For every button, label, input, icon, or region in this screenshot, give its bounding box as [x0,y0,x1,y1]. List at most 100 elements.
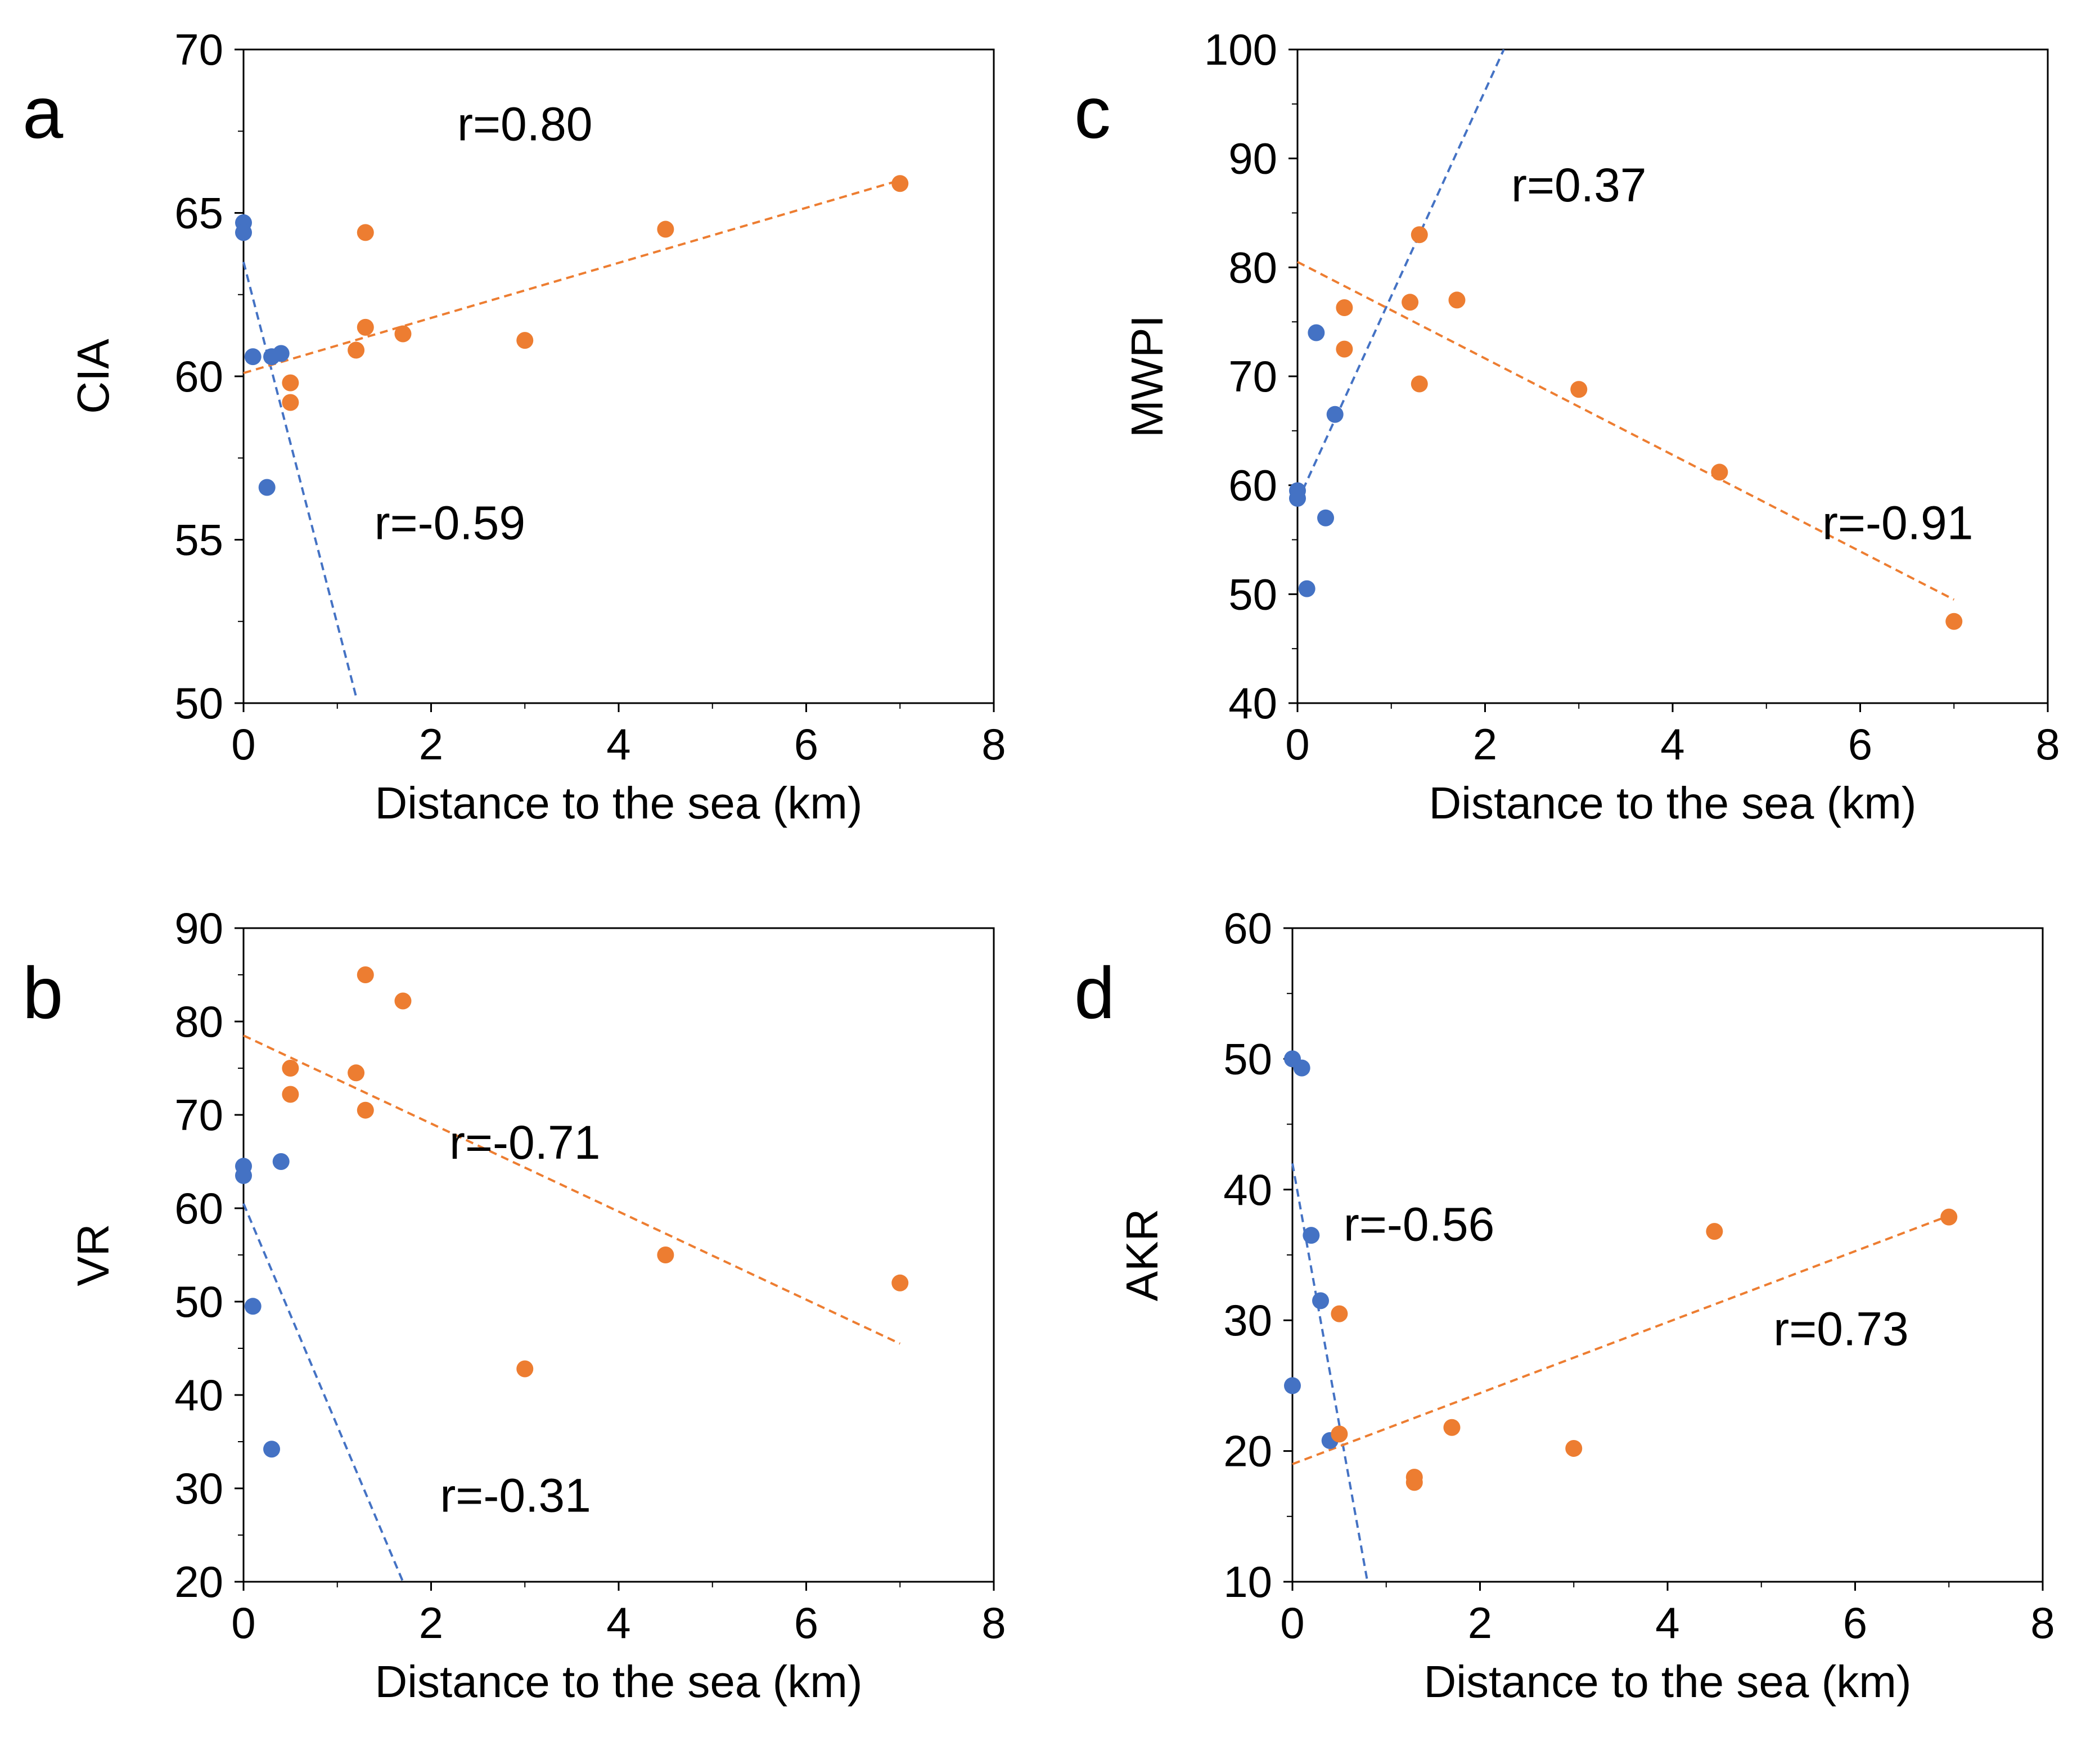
data-point-orange [357,966,374,983]
x-tick-label: 6 [1843,1598,1867,1648]
y-tick-label: 20 [1223,1426,1272,1476]
x-tick-label: 8 [981,1598,1006,1648]
x-axis-title: Distance to the sea (km) [1424,1657,1912,1707]
y-tick-label: 40 [174,1370,223,1420]
trendline-orange [1292,1214,1949,1465]
data-point-blue [235,1167,252,1184]
data-point-blue [1326,406,1344,423]
plot-frame [1291,927,2044,1583]
data-point-orange [1402,294,1419,311]
data-point-orange [516,332,534,349]
data-point-blue [235,224,252,241]
data-point-orange [657,1246,674,1263]
y-tick-label: 80 [174,997,223,1046]
x-tick-label: 8 [2035,719,2060,769]
y-tick-label: 70 [174,25,223,74]
data-point-orange [357,1101,374,1119]
correlation-label: r=-0.91 [1822,496,1974,549]
y-tick-label: 90 [1228,134,1277,183]
data-point-orange [1940,1208,1958,1226]
data-point-orange [282,1060,299,1077]
y-tick-label: 90 [174,903,223,953]
trendline-orange [243,179,900,375]
y-tick-label: 50 [174,678,223,728]
x-tick-label: 0 [231,1598,255,1648]
x-tick-label: 2 [1468,1598,1492,1648]
y-tick-label: 50 [1228,569,1277,619]
y-tick-label: 10 [1223,1557,1272,1606]
trendline-blue [242,262,358,697]
data-point-orange [282,1086,299,1103]
data-point-orange [1443,1419,1461,1436]
x-axis-title: Distance to the sea (km) [375,1657,863,1707]
x-tick-label: 4 [1660,719,1684,769]
data-point-blue [1289,489,1306,507]
y-tick-label: 65 [174,188,223,238]
data-point-orange [1331,1305,1348,1322]
data-point-blue [1317,509,1335,526]
data-point-blue [258,479,276,496]
x-tick-label: 2 [419,1598,443,1648]
y-tick-label: 60 [1228,461,1277,510]
x-tick-label: 4 [606,1598,630,1648]
y-tick-label: 30 [174,1464,223,1513]
data-point-orange [1565,1439,1583,1457]
data-point-orange [282,374,299,392]
correlation-label: r=0.37 [1511,159,1647,212]
y-tick-label: 100 [1204,25,1277,74]
data-point-blue [272,345,290,362]
y-tick-label: 30 [1223,1295,1272,1345]
x-tick-label: 4 [1655,1598,1679,1648]
y-tick-label: 40 [1228,678,1277,728]
y-tick-label: 60 [174,1184,223,1233]
plot-frame [242,48,995,704]
panel-letter: a [22,71,64,154]
data-point-orange [891,175,909,192]
y-tick-label: 20 [174,1557,223,1606]
data-point-blue [1303,1227,1320,1244]
data-point-blue [1298,580,1315,597]
trendline-blue [1296,49,1505,502]
data-point-orange [1336,340,1353,358]
data-point-orange [1945,613,1963,630]
x-tick-label: 6 [1848,719,1872,769]
data-point-orange [1711,464,1728,481]
x-tick-label: 0 [1285,719,1309,769]
data-point-orange [1570,381,1588,398]
panel-a: 0 2 4 6 8 50 55 60 65 70 Distance to the sea (km) C… [22,25,1006,828]
data-point-orange [282,394,299,411]
correlation-label: r=-0.56 [1344,1198,1495,1251]
data-point-blue [1308,324,1325,341]
y-tick-label: 60 [1223,903,1272,953]
correlation-label: r=0.80 [457,98,593,151]
trendline-orange [243,1034,901,1345]
panel-letter: d [1074,952,1115,1034]
data-point-orange [1336,299,1353,316]
panel-d: 0 2 4 6 8 10 20 30 40 50 60 Distance to the sea (km… [1074,903,2055,1707]
x-tick-label: 0 [1280,1598,1304,1648]
x-tick-label: 8 [981,719,1006,769]
correlation-label: r=-0.71 [449,1116,601,1169]
x-tick-label: 2 [1473,719,1497,769]
y-axis-title: MWPI [1122,315,1172,438]
correlation-label: r=-0.31 [440,1469,591,1522]
data-point-orange [394,992,412,1010]
y-tick-label: 50 [174,1277,223,1326]
panel-letter: c [1074,71,1111,154]
plot-frame [242,927,995,1583]
x-tick-label: 0 [231,719,255,769]
data-point-orange [516,1360,534,1378]
y-axis-title: AKR [1117,1209,1167,1302]
data-point-orange [357,318,374,336]
trendline-orange [1297,260,1955,601]
y-tick-label: 50 [1223,1034,1272,1083]
data-point-orange [1405,1474,1423,1491]
data-point-orange [357,224,374,241]
data-point-orange [1706,1223,1723,1240]
y-axis-title: VR [68,1223,118,1286]
data-point-orange [348,1064,365,1082]
y-axis-title: CIA [68,339,118,414]
panel-letter: b [22,952,63,1034]
y-tick-label: 40 [1223,1165,1272,1214]
data-point-blue [244,348,262,366]
